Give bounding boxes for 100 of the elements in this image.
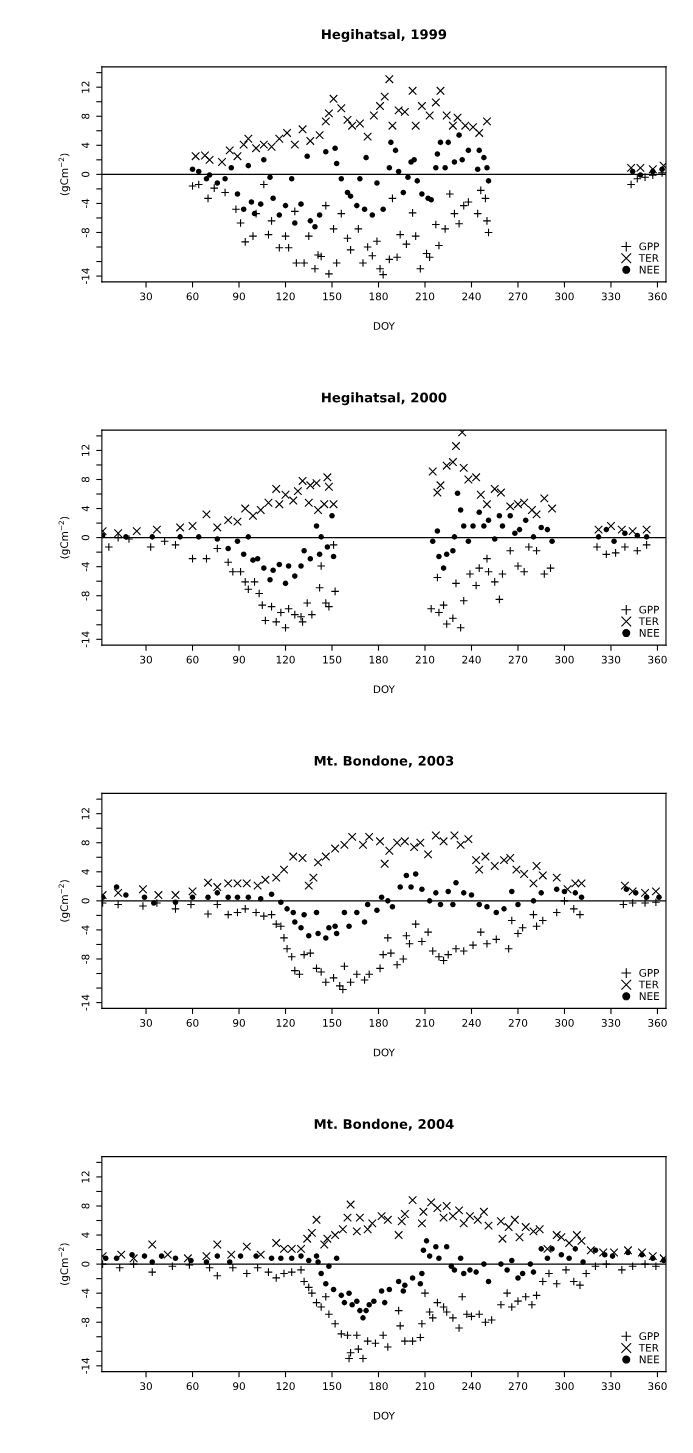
x-tick-label: 150 [323, 655, 342, 664]
x-tick-label: 240 [462, 1018, 481, 1027]
chart-title: Mt. Bondone, 2004 [314, 1118, 454, 1131]
y-tick-label: 4 [81, 869, 90, 875]
x-axis-title: DOY [373, 1048, 395, 1057]
y-tick-label: -14 [81, 1357, 90, 1374]
y-axis-title: (gCm$^{−2}$) [58, 516, 71, 559]
y-tick-label: 12 [81, 444, 90, 456]
x-axis-title: DOY [373, 322, 395, 330]
x-tick-label: 210 [415, 1018, 435, 1027]
y-tick-label: -8 [81, 591, 90, 601]
y-tick-label: 8 [81, 840, 90, 846]
x-tick-label: 60 [186, 292, 199, 301]
x-tick-label: 60 [186, 655, 199, 664]
x-tick-label: 90 [233, 655, 245, 664]
y-tick-label: 4 [81, 142, 90, 149]
y-axis-title: (gCm$^{−2}$) [58, 153, 71, 196]
x-tick-label: 360 [648, 1018, 667, 1027]
x-axis-title: DOY [373, 1411, 395, 1420]
y-tick-label: -14 [81, 994, 90, 1011]
y-tick-label: 0 [81, 534, 90, 541]
x-tick-label: 210 [415, 292, 435, 301]
x-tick-label: 300 [555, 1018, 574, 1027]
chart-title: Hegihatsal, 2000 [322, 392, 447, 406]
x-tick-label: 360 [648, 292, 667, 301]
x-tick-label: 180 [369, 1018, 388, 1027]
y-tick-label: 8 [81, 476, 90, 483]
x-tick-label: 60 [186, 1018, 199, 1027]
y-tick-label: 0 [81, 1261, 90, 1267]
legend-label: NEE [639, 265, 660, 274]
x-tick-label: 360 [648, 1382, 667, 1391]
x-tick-label: 120 [276, 1018, 295, 1027]
x-tick-label: 180 [369, 655, 388, 664]
x-tick-label: 150 [323, 1018, 342, 1027]
x-tick-label: 210 [415, 1382, 435, 1391]
legend-label: TER [638, 254, 659, 262]
x-tick-label: 300 [555, 292, 574, 301]
y-axis-title: (gCm$^{−2}$) [58, 1243, 71, 1285]
legend-label: TER [638, 617, 659, 626]
legend-label: NEE [639, 992, 660, 1000]
y-tick-label: 8 [81, 1203, 90, 1209]
y-tick-label: -4 [81, 1288, 90, 1298]
x-tick-label: 60 [186, 1382, 199, 1391]
legend-label: GPP [639, 242, 660, 251]
x-tick-label: 270 [508, 1018, 528, 1027]
x-tick-label: 270 [508, 1382, 528, 1391]
x-tick-label: 120 [276, 655, 295, 664]
x-tick-label: 90 [233, 1018, 245, 1027]
y-tick-label: -14 [81, 631, 90, 648]
y-tick-label: -4 [81, 925, 90, 935]
chart-title: Hegihatsal, 1999 [322, 29, 447, 42]
x-tick-label: 360 [648, 655, 667, 664]
x-tick-label: 120 [276, 1382, 295, 1391]
chart-title: Mt. Bondone, 2003 [314, 755, 454, 768]
x-tick-label: 30 [140, 655, 152, 664]
x-tick-label: 150 [323, 1382, 342, 1391]
x-tick-label: 240 [462, 1382, 481, 1391]
y-tick-label: -8 [81, 954, 90, 964]
x-tick-label: 30 [140, 292, 152, 301]
x-tick-label: 270 [508, 292, 528, 301]
x-tick-label: 330 [601, 292, 621, 301]
x-tick-label: 240 [462, 655, 481, 664]
legend-label: NEE [639, 629, 660, 637]
y-tick-label: 0 [81, 898, 90, 904]
legend-label: NEE [639, 1355, 660, 1364]
y-tick-label: 4 [81, 505, 90, 512]
x-tick-label: 150 [323, 292, 342, 301]
x-tick-label: 180 [369, 292, 388, 301]
x-tick-label: 270 [508, 655, 528, 664]
x-tick-label: 30 [140, 1018, 152, 1027]
y-tick-label: 12 [81, 808, 90, 820]
x-tick-label: 300 [555, 655, 574, 664]
y-tick-label: 4 [81, 1232, 90, 1238]
x-tick-label: 210 [415, 655, 435, 664]
x-tick-label: 90 [233, 1382, 245, 1391]
legend-label: TER [638, 1343, 659, 1352]
y-tick-label: 0 [81, 171, 90, 177]
x-tick-label: 90 [233, 292, 245, 301]
y-tick-label: -14 [81, 268, 90, 285]
x-tick-label: 330 [601, 1018, 621, 1027]
x-tick-label: 180 [369, 1382, 388, 1391]
x-tick-label: 120 [276, 292, 295, 301]
y-tick-label: -8 [81, 1317, 90, 1327]
y-tick-label: 8 [81, 113, 90, 119]
y-tick-label: 12 [81, 1171, 90, 1183]
legend-label: TER [638, 980, 659, 989]
x-axis-title: DOY [373, 685, 395, 694]
y-tick-label: -4 [81, 562, 90, 572]
legend-label: GPP [639, 605, 660, 614]
x-tick-label: 330 [601, 655, 621, 664]
y-tick-label: 12 [81, 81, 90, 93]
x-tick-label: 240 [462, 292, 481, 301]
x-tick-label: 300 [555, 1382, 574, 1391]
legend-label: GPP [639, 968, 660, 977]
y-tick-label: -4 [81, 198, 90, 209]
y-tick-label: -8 [81, 228, 90, 238]
x-tick-label: 30 [140, 1382, 152, 1391]
y-axis-title: (gCm$^{−2}$) [58, 880, 71, 922]
legend-label: GPP [639, 1332, 660, 1341]
x-tick-label: 330 [601, 1382, 621, 1391]
